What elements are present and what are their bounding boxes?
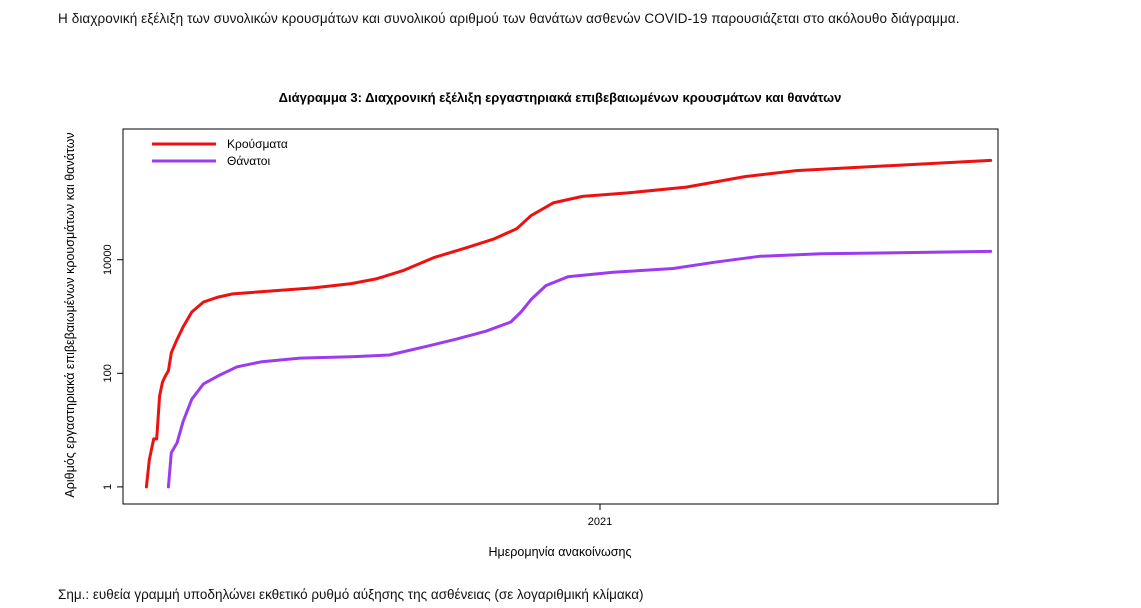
intro-text: Η διαχρονική εξέλιξη των συνολικών κρουσ… [58,11,960,26]
y-axis-label: Αριθμός εργαστηριακά επιβεβαιωμένων κρου… [63,132,77,497]
y-tick-label: 100 [102,364,114,382]
legend-label: Θάνατοι [227,154,270,168]
series-line-cases [144,158,993,489]
series-line-deaths [166,249,993,489]
footnote: Σημ.: ευθεία γραμμή υποδηλώνει εκθετικό … [58,587,644,602]
y-axis: 1 100 10000 [102,244,123,490]
y-tick-label: 10000 [102,244,114,275]
cases-deaths-chart: Διάγραμμα 3: Διαχρονική εξέλιξη εργαστηρ… [63,90,999,559]
y-tick-label: 1 [102,484,114,490]
legend: Κρούσματα Θάνατοι [152,137,288,168]
x-axis-label: Ημερομηνία ανακοίνωσης [489,545,632,559]
x-axis: 2021 [588,504,612,528]
chart-title: Διάγραμμα 3: Διαχρονική εξέλιξη εργαστηρ… [279,90,842,105]
series-lines [144,158,993,489]
legend-label: Κρούσματα [227,137,288,151]
plot-frame [122,128,999,505]
x-tick-label: 2021 [588,516,612,528]
intro-paragraph: Η διαχρονική εξέλιξη των συνολικών κρουσ… [58,8,1043,29]
